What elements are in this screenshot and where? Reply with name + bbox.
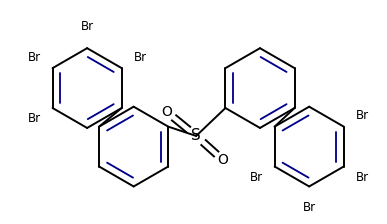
Text: Br: Br [80, 20, 94, 33]
Text: Br: Br [27, 51, 41, 64]
Text: Br: Br [27, 112, 41, 125]
Text: Br: Br [303, 201, 316, 214]
Text: Br: Br [134, 51, 147, 64]
Text: Br: Br [356, 110, 369, 123]
Text: Br: Br [356, 171, 369, 184]
Text: S: S [191, 128, 201, 143]
Text: Br: Br [250, 171, 263, 184]
Text: O: O [161, 105, 172, 119]
Text: O: O [217, 153, 228, 167]
